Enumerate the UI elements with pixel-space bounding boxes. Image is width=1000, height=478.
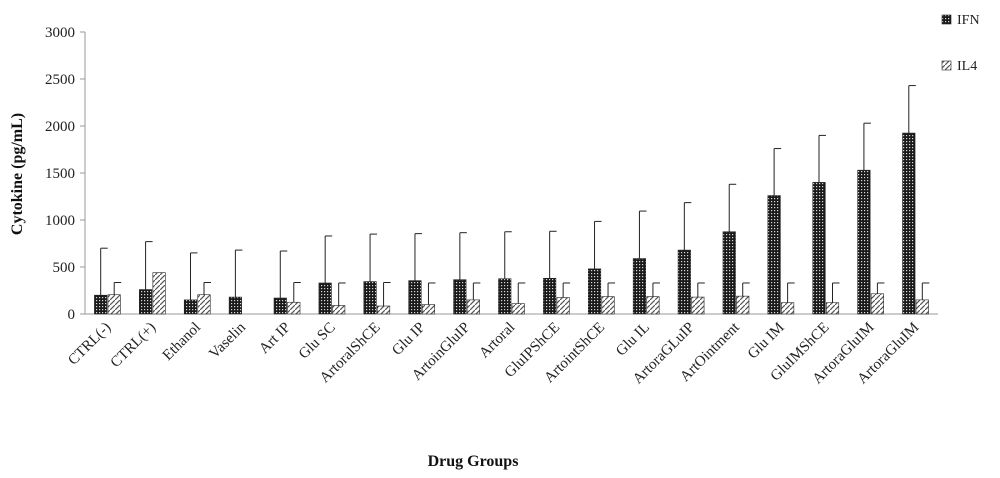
- y-tick-label: 500: [53, 260, 76, 276]
- x-tick-label: CTRL(+): [108, 320, 159, 371]
- x-tick-label: Art IP: [256, 320, 294, 358]
- bar-il4: [556, 297, 570, 315]
- bar-il4: [332, 305, 346, 315]
- y-tick-label: 2500: [45, 72, 75, 88]
- bar-ifn: [139, 289, 153, 315]
- x-tick-label: CTRL(-): [65, 320, 114, 369]
- bar-il4: [825, 302, 840, 315]
- x-axis-title: Drug Groups: [428, 453, 519, 470]
- legend-swatch-ifn: [941, 14, 952, 25]
- bar-ifn: [677, 249, 691, 315]
- bar-il4: [691, 296, 705, 315]
- y-tick-label: 0: [68, 307, 76, 323]
- bar-ifn: [812, 182, 826, 315]
- bar-ifn: [632, 258, 646, 315]
- bar-ifn: [767, 195, 781, 315]
- bar-il4: [152, 272, 166, 315]
- bar-il4: [197, 294, 211, 315]
- bar-ifn: [543, 277, 557, 315]
- bar-il4: [870, 293, 884, 315]
- bar-ifn: [318, 282, 332, 315]
- bar-il4: [377, 305, 391, 315]
- y-tick-label: 2000: [45, 119, 75, 135]
- legend: IFN IL4: [941, 13, 980, 74]
- y-tick-label: 1000: [45, 213, 75, 229]
- x-tick-label: Glu IL: [613, 320, 653, 360]
- legend-swatch-il4: [941, 60, 952, 71]
- y-tick-label: 1500: [45, 166, 75, 182]
- y-axis-title: Cytokine (pg/mL): [9, 113, 26, 235]
- bar-il4: [511, 303, 525, 315]
- bar-ifn: [94, 294, 108, 315]
- x-tick-label: Glu IP: [389, 320, 428, 359]
- bar-il4: [287, 301, 301, 315]
- bar-ifn: [363, 281, 377, 315]
- x-tick-label: Ethanol: [160, 320, 204, 364]
- bar-il4: [915, 299, 929, 315]
- bar-ifn: [722, 231, 736, 315]
- bar-ifn: [408, 280, 422, 315]
- legend-label-il4: IL4: [957, 59, 977, 74]
- x-tick-label: Artoral: [476, 320, 518, 362]
- x-tick-label: Glu SC: [296, 320, 339, 363]
- x-tick-label: Vaselin: [206, 319, 249, 362]
- y-tick-label: 3000: [45, 25, 75, 41]
- bars: [94, 85, 930, 315]
- bar-ifn: [183, 299, 198, 315]
- x-tick-label: Glu IM: [745, 320, 788, 363]
- bar-il4: [466, 299, 480, 315]
- legend-label-ifn: IFN: [957, 13, 980, 28]
- bar-ifn: [453, 279, 467, 315]
- bar-ifn: [587, 268, 602, 315]
- bar-ifn: [857, 169, 871, 315]
- bar-ifn: [273, 297, 287, 315]
- x-tick-labels: CTRL(-)CTRL(+) Ethanol Vaselin Art IP Glu SC…: [65, 319, 922, 387]
- bar-il4: [421, 304, 436, 315]
- bar-il4: [736, 295, 750, 315]
- bar-il4: [781, 302, 795, 315]
- bar-ifn: [902, 132, 916, 315]
- axes: 0 500 1000 1500 2000 2500 3000: [45, 25, 938, 323]
- bar-il4: [646, 296, 660, 315]
- bar-ifn: [498, 278, 512, 315]
- bar-il4: [601, 296, 615, 315]
- bar-il4: [107, 294, 121, 315]
- bar-ifn: [228, 296, 242, 315]
